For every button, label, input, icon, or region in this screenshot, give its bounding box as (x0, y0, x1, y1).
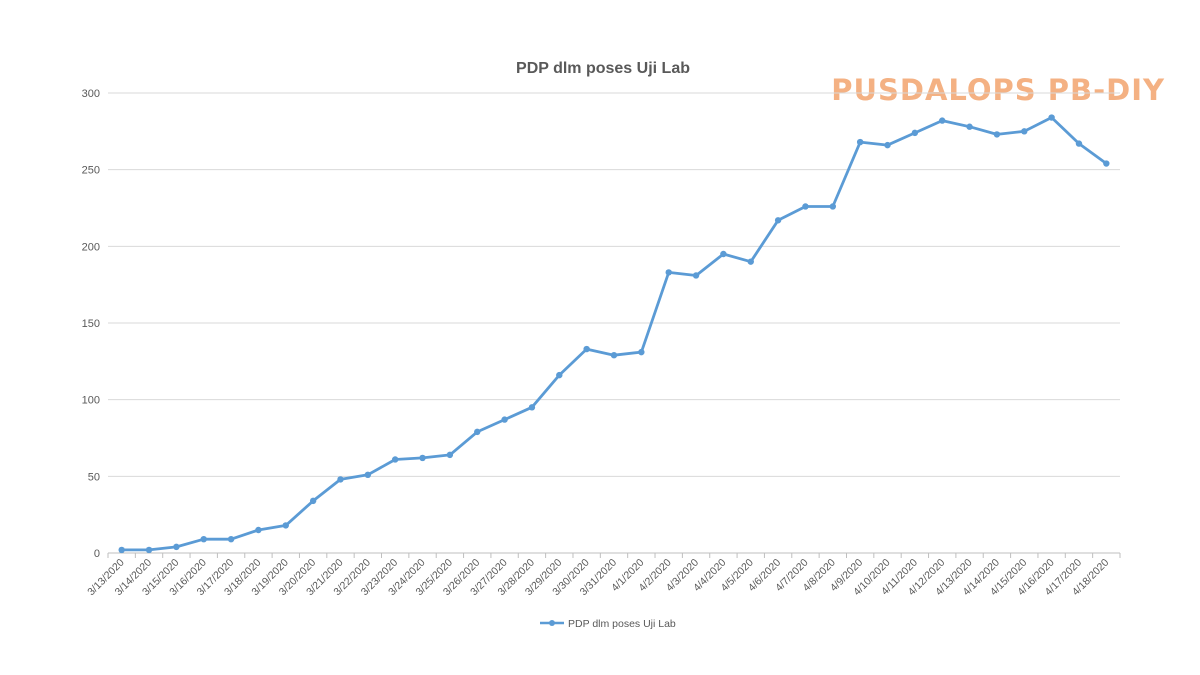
data-point (419, 454, 426, 462)
y-tick-label: 300 (82, 88, 100, 100)
data-point (665, 269, 672, 276)
data-point (747, 258, 754, 265)
legend-label: PDP dlm poses Uji Lab (568, 618, 676, 630)
data-point (583, 345, 590, 353)
data-point (391, 456, 399, 463)
data-point (556, 371, 563, 379)
data-point (911, 129, 919, 137)
y-tick-label: 200 (82, 241, 100, 253)
data-point (528, 404, 536, 411)
chart-title: PDP dlm poses Uji Lab (516, 60, 690, 77)
data-point (610, 352, 618, 359)
data-point (1103, 160, 1110, 167)
y-tick-label: 250 (82, 165, 100, 177)
data-point (1048, 114, 1055, 121)
series-group (118, 114, 1110, 554)
legend-point-marker (549, 620, 555, 626)
y-axis-tick-labels: 0 50 100 150 200 250 300 (82, 88, 100, 560)
data-point (884, 141, 891, 149)
data-point (966, 123, 973, 130)
data-point (255, 526, 262, 534)
y-tick-label: 150 (82, 318, 100, 330)
data-point (145, 546, 153, 554)
data-point (1021, 128, 1028, 135)
data-point (856, 138, 864, 146)
data-point (939, 117, 946, 124)
data-point (501, 416, 508, 423)
data-point (774, 217, 782, 224)
data-point (638, 348, 645, 356)
y-tick-label: 0 (94, 548, 100, 560)
data-point (364, 471, 372, 478)
data-point (446, 451, 454, 459)
data-point (474, 428, 481, 436)
watermark-text: PUSDALOPS PB-DIY (831, 73, 1165, 107)
data-point (227, 536, 235, 543)
data-point (993, 131, 1001, 138)
y-tick-label: 50 (88, 471, 100, 483)
series-line (120, 116, 1108, 552)
data-point (173, 543, 180, 551)
data-point (200, 536, 207, 543)
data-point (692, 272, 700, 279)
x-axis-tick-labels: 3/13/20203/14/20203/15/20203/16/20203/17… (85, 557, 1111, 599)
data-point (1075, 140, 1083, 147)
legend: PDP dlm poses Uji Lab (540, 618, 676, 630)
gridlines (108, 92, 1120, 477)
data-point (829, 203, 837, 210)
data-point (309, 497, 317, 505)
data-point (118, 546, 125, 554)
data-point (337, 476, 344, 483)
y-tick-label: 100 (82, 395, 100, 407)
data-point (802, 203, 809, 210)
x-axis (107, 552, 1121, 558)
data-point (282, 522, 289, 529)
data-point (720, 250, 727, 258)
